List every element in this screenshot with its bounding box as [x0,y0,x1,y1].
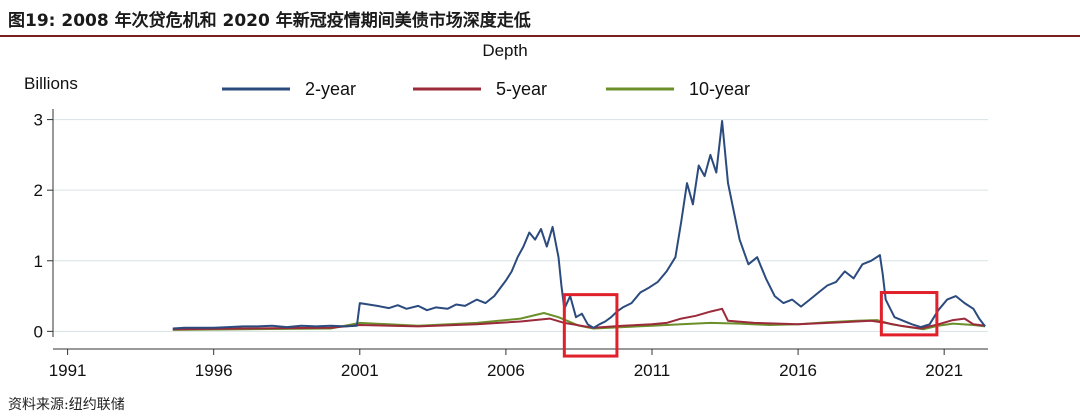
x-tick-label-1991: 1991 [49,361,87,380]
legend-label-2-year: 2-year [305,79,356,99]
series-line-5-year [172,307,986,331]
legend-label-5-year: 5-year [496,79,547,99]
gridlines [53,119,988,332]
highlight-box-2 [879,291,939,337]
legend-label-10-year: 10-year [689,79,750,99]
y-tick-label-2: 2 [34,181,43,200]
y-ticks: 0 1 2 3 [34,111,53,341]
highlight-layer [562,291,939,358]
source-note: 资料来源:纽约联储 [8,397,125,413]
y-tick-label-1: 1 [34,252,43,271]
series-line-2-year [172,120,986,330]
x-tick-label-2016: 2016 [779,361,817,380]
x-tick-label-2021: 2021 [925,361,963,380]
title-divider [0,35,1080,37]
series-layer [172,120,986,331]
y-tick-label-3: 3 [34,111,43,130]
x-tick-label-2006: 2006 [487,361,525,380]
x-ticks: 1991 1996 2001 2006 2011 2016 2021 [49,349,963,380]
highlight-box-1 [562,293,619,358]
y-tick-label-0: 0 [34,322,43,341]
plot-area: 0 1 2 3 1991 1996 2001 2006 2011 2016 2021 [34,109,988,380]
depth-chart: Depth Billions 2-year 5-year 10-year 0 1 2… [24,41,988,380]
legend: 2-year 5-year 10-year [222,79,750,99]
figure-title: 图19: 2008 年次贷危机和 2020 年新冠疫情期间美债市场深度走低 [8,11,531,31]
x-tick-label-2011: 2011 [634,361,671,380]
x-tick-label-2001: 2001 [341,361,379,380]
y-axis-label: Billions [24,74,78,93]
chart-title: Depth [482,41,527,60]
x-tick-label-1996: 1996 [195,361,233,380]
